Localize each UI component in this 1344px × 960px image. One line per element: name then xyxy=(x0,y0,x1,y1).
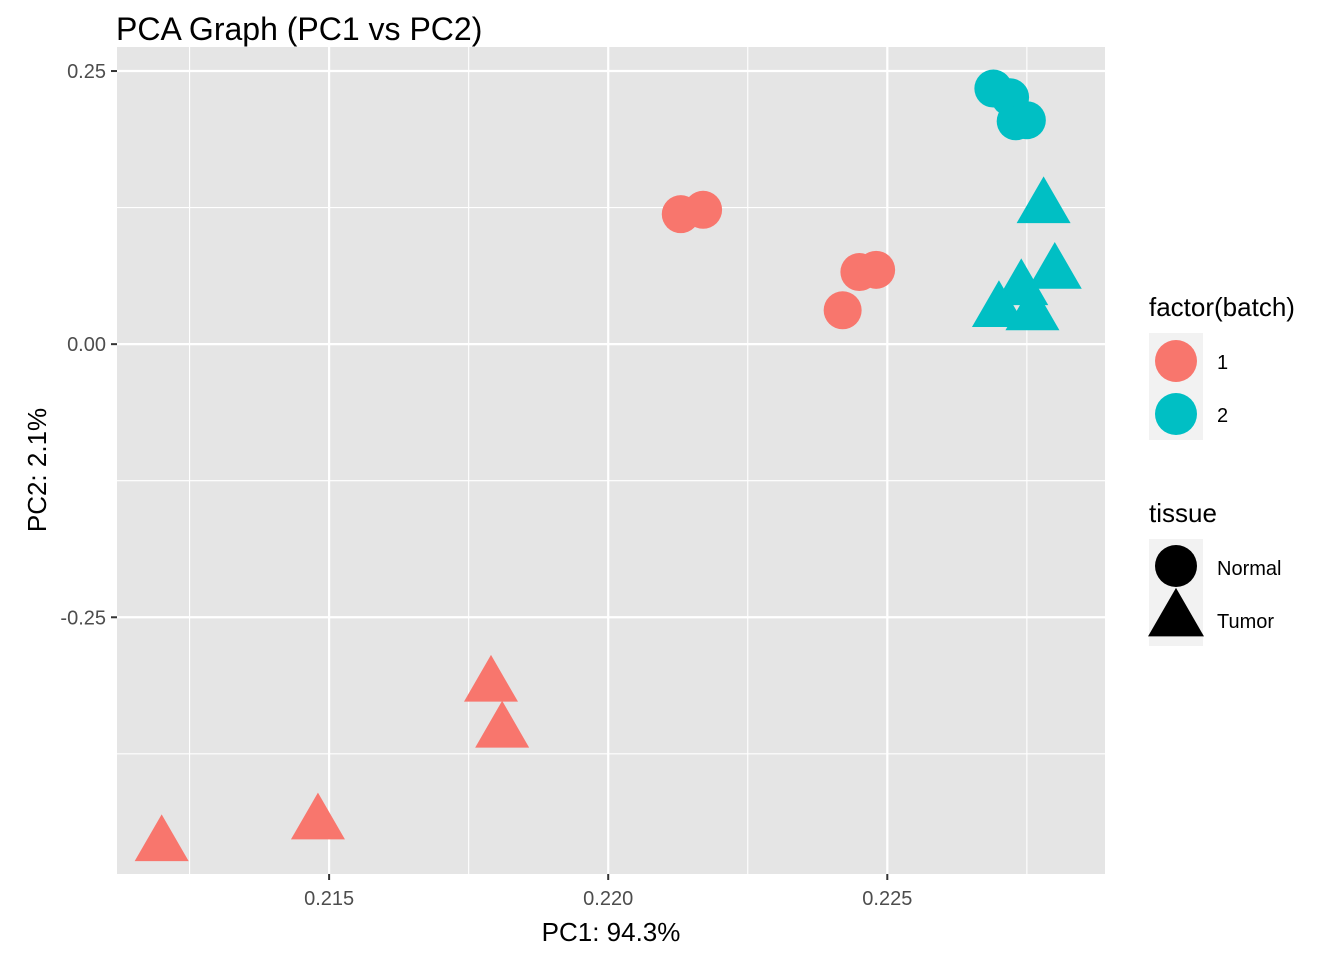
data-point-tumor-batch-2 xyxy=(1005,283,1060,331)
data-point-tumor-batch-2 xyxy=(1027,241,1082,289)
major-gridlines xyxy=(117,47,1105,874)
x-tick-label: 0.215 xyxy=(304,888,354,910)
legend-tissue-title: tissue xyxy=(1149,498,1217,528)
data-point-tumor-batch-1 xyxy=(475,700,530,748)
legend-batch: factor(batch) 1 2 xyxy=(1149,292,1295,440)
y-tick-label: -0.25 xyxy=(60,607,106,629)
data-point-tumor-batch-1 xyxy=(463,654,518,702)
legend-batch-label-1: 1 xyxy=(1217,352,1228,374)
x-tick-label: 0.225 xyxy=(862,888,912,910)
legend-batch-key-2 xyxy=(1155,393,1197,435)
legend-batch-key-1 xyxy=(1155,340,1197,382)
data-point-normal-batch-2 xyxy=(1007,101,1046,140)
legend-batch-title: factor(batch) xyxy=(1149,292,1295,322)
legend-tissue-key-triangle xyxy=(1148,587,1204,637)
chart-title: PCA Graph (PC1 vs PC2) xyxy=(116,11,482,47)
minor-gridlines xyxy=(117,47,1105,874)
x-tick-label: 0.220 xyxy=(583,888,633,910)
data-point-tumor-batch-1 xyxy=(134,814,189,862)
legend-tissue-label-tumor: Tumor xyxy=(1217,611,1274,633)
data-point-tumor-batch-2 xyxy=(1016,176,1071,224)
plot-panel xyxy=(117,47,1105,874)
data-point-tumor-batch-1 xyxy=(290,792,345,840)
x-axis-ticks: 0.215 0.220 0.225 xyxy=(304,874,912,910)
data-point-normal-batch-1 xyxy=(823,291,862,330)
y-tick-label: 0.00 xyxy=(67,334,106,356)
x-axis-title: PC1: 94.3% xyxy=(542,917,681,947)
data-point-tumor-batch-2 xyxy=(971,280,1026,327)
legend-tissue: tissue Normal Tumor xyxy=(1148,498,1281,646)
legend-batch-label-2: 2 xyxy=(1217,405,1228,427)
y-axis-ticks: 0.25 0.00 -0.25 xyxy=(60,61,117,629)
legend-tissue-label-normal: Normal xyxy=(1217,558,1281,580)
y-tick-label: 0.25 xyxy=(67,61,106,83)
y-axis-title: PC2: 2.1% xyxy=(22,408,52,532)
legend-tissue-key-circle xyxy=(1155,545,1197,587)
data-point-normal-batch-1 xyxy=(857,250,896,289)
data-points xyxy=(134,69,1082,862)
data-point-normal-batch-1 xyxy=(684,190,723,229)
